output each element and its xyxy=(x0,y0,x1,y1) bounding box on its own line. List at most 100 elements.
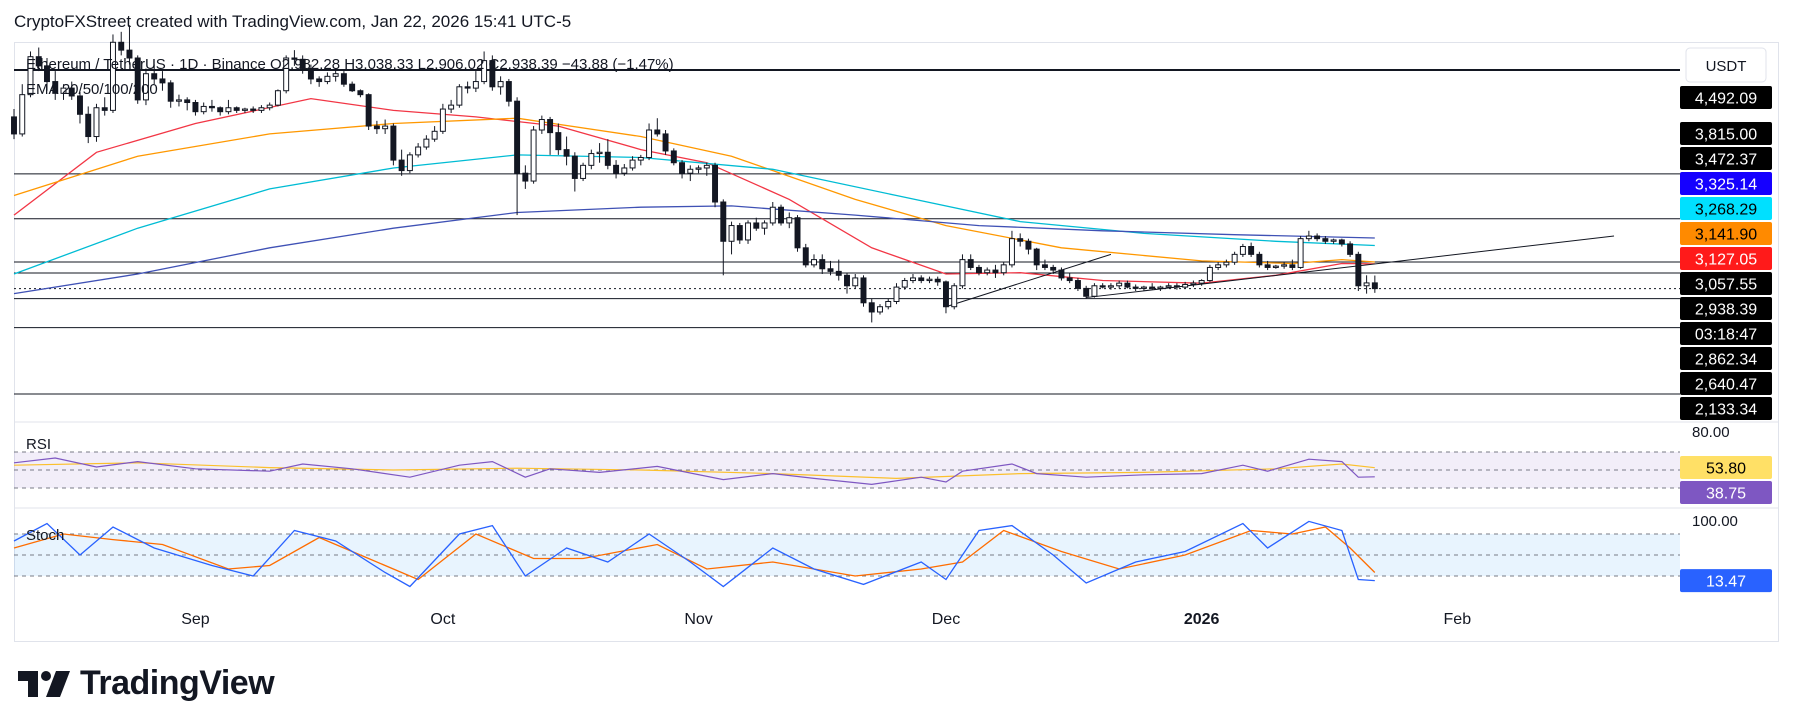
candle[interactable] xyxy=(448,99,455,113)
candle[interactable] xyxy=(571,152,578,192)
candle[interactable] xyxy=(967,254,974,271)
symbol-info[interactable]: Ethereum / TetherUS · 1D · Binance O2,98… xyxy=(26,56,674,73)
candle[interactable] xyxy=(225,99,232,115)
candle[interactable] xyxy=(1157,285,1164,292)
candle[interactable] xyxy=(695,165,702,174)
candle[interactable] xyxy=(1107,283,1114,290)
candle[interactable] xyxy=(794,215,801,252)
stoch-label[interactable]: Stoch xyxy=(26,527,64,544)
candle[interactable] xyxy=(703,162,710,176)
candle[interactable] xyxy=(1124,280,1131,289)
candle[interactable] xyxy=(406,152,413,174)
candle[interactable] xyxy=(951,283,958,310)
candle[interactable] xyxy=(811,254,817,268)
candle[interactable] xyxy=(126,25,133,65)
currency-button[interactable]: USDT xyxy=(1685,47,1767,83)
candle[interactable] xyxy=(250,106,257,113)
candle[interactable] xyxy=(1066,272,1073,284)
stoch-k-line[interactable] xyxy=(13,520,1375,588)
candle[interactable] xyxy=(415,143,422,158)
candle[interactable] xyxy=(192,99,199,116)
candle[interactable] xyxy=(489,55,496,91)
candle[interactable] xyxy=(299,55,306,74)
candle[interactable] xyxy=(670,148,677,166)
candle[interactable] xyxy=(769,202,776,226)
candle[interactable] xyxy=(505,78,512,107)
candle[interactable] xyxy=(736,222,743,244)
candle[interactable] xyxy=(580,162,587,182)
candle[interactable] xyxy=(860,275,867,307)
candle[interactable] xyxy=(1281,262,1288,269)
candle[interactable] xyxy=(1363,275,1370,294)
candle[interactable] xyxy=(373,120,380,134)
ema-line[interactable] xyxy=(13,97,1375,284)
candle[interactable] xyxy=(613,160,620,179)
candle[interactable] xyxy=(1140,285,1147,292)
candle[interactable] xyxy=(85,106,92,144)
candle[interactable] xyxy=(101,97,108,116)
candle[interactable] xyxy=(1272,264,1279,269)
candle[interactable] xyxy=(761,220,768,235)
candle[interactable] xyxy=(324,72,331,85)
ema-line[interactable] xyxy=(13,117,1375,265)
candle[interactable] xyxy=(266,102,273,111)
candle[interactable] xyxy=(877,304,883,315)
candle[interactable] xyxy=(1132,284,1139,292)
candle[interactable] xyxy=(472,71,479,93)
candle[interactable] xyxy=(959,254,966,289)
candle[interactable] xyxy=(786,212,793,229)
candle[interactable] xyxy=(901,277,908,290)
rsi-label[interactable]: RSI xyxy=(26,436,51,453)
candle[interactable] xyxy=(662,130,669,155)
candle[interactable] xyxy=(1165,283,1172,289)
candle[interactable] xyxy=(1330,238,1337,244)
candle[interactable] xyxy=(852,274,859,289)
candle[interactable] xyxy=(159,71,166,91)
candle[interactable] xyxy=(200,102,207,115)
candle[interactable] xyxy=(1355,251,1362,292)
candle[interactable] xyxy=(604,139,611,170)
candle[interactable] xyxy=(819,254,826,274)
candle[interactable] xyxy=(431,126,438,142)
candle[interactable] xyxy=(1256,251,1263,268)
candle[interactable] xyxy=(1371,275,1378,293)
candle[interactable] xyxy=(27,51,34,98)
candle[interactable] xyxy=(1058,267,1065,281)
candle[interactable] xyxy=(208,99,215,112)
candle[interactable] xyxy=(481,51,488,85)
candle[interactable] xyxy=(52,71,59,100)
ema-indicator-label[interactable]: EMA 20/50/100/200 xyxy=(26,81,158,98)
candle[interactable] xyxy=(1347,241,1354,257)
candle[interactable] xyxy=(910,274,916,284)
candle[interactable] xyxy=(1190,280,1197,288)
candle[interactable] xyxy=(1322,236,1329,244)
stoch-d-line[interactable] xyxy=(13,526,1376,581)
candle[interactable] xyxy=(1206,264,1213,282)
candle[interactable] xyxy=(827,260,834,276)
candle[interactable] xyxy=(1215,262,1222,271)
candle[interactable] xyxy=(530,126,537,184)
candle[interactable] xyxy=(1008,230,1015,268)
rsi-line[interactable] xyxy=(13,457,1375,486)
ema-line[interactable] xyxy=(13,205,1375,295)
tradingview-logo[interactable]: TradingView xyxy=(18,664,275,703)
candle[interactable] xyxy=(390,123,397,166)
candle[interactable] xyxy=(497,76,504,95)
candle[interactable] xyxy=(555,123,562,155)
candle[interactable] xyxy=(175,94,182,107)
candle[interactable] xyxy=(1025,238,1032,255)
candle[interactable] xyxy=(167,80,174,108)
candle[interactable] xyxy=(1173,283,1180,290)
candle[interactable] xyxy=(365,93,372,130)
candle[interactable] xyxy=(984,267,991,276)
candle[interactable] xyxy=(464,81,471,94)
ema-line[interactable] xyxy=(13,154,1375,275)
candle[interactable] xyxy=(349,81,356,93)
candle[interactable] xyxy=(1231,251,1238,265)
candle[interactable] xyxy=(184,97,191,111)
candle[interactable] xyxy=(357,89,364,98)
candle[interactable] xyxy=(538,115,545,134)
candle[interactable] xyxy=(942,280,949,314)
candle[interactable] xyxy=(926,276,933,284)
candle[interactable] xyxy=(753,217,760,231)
